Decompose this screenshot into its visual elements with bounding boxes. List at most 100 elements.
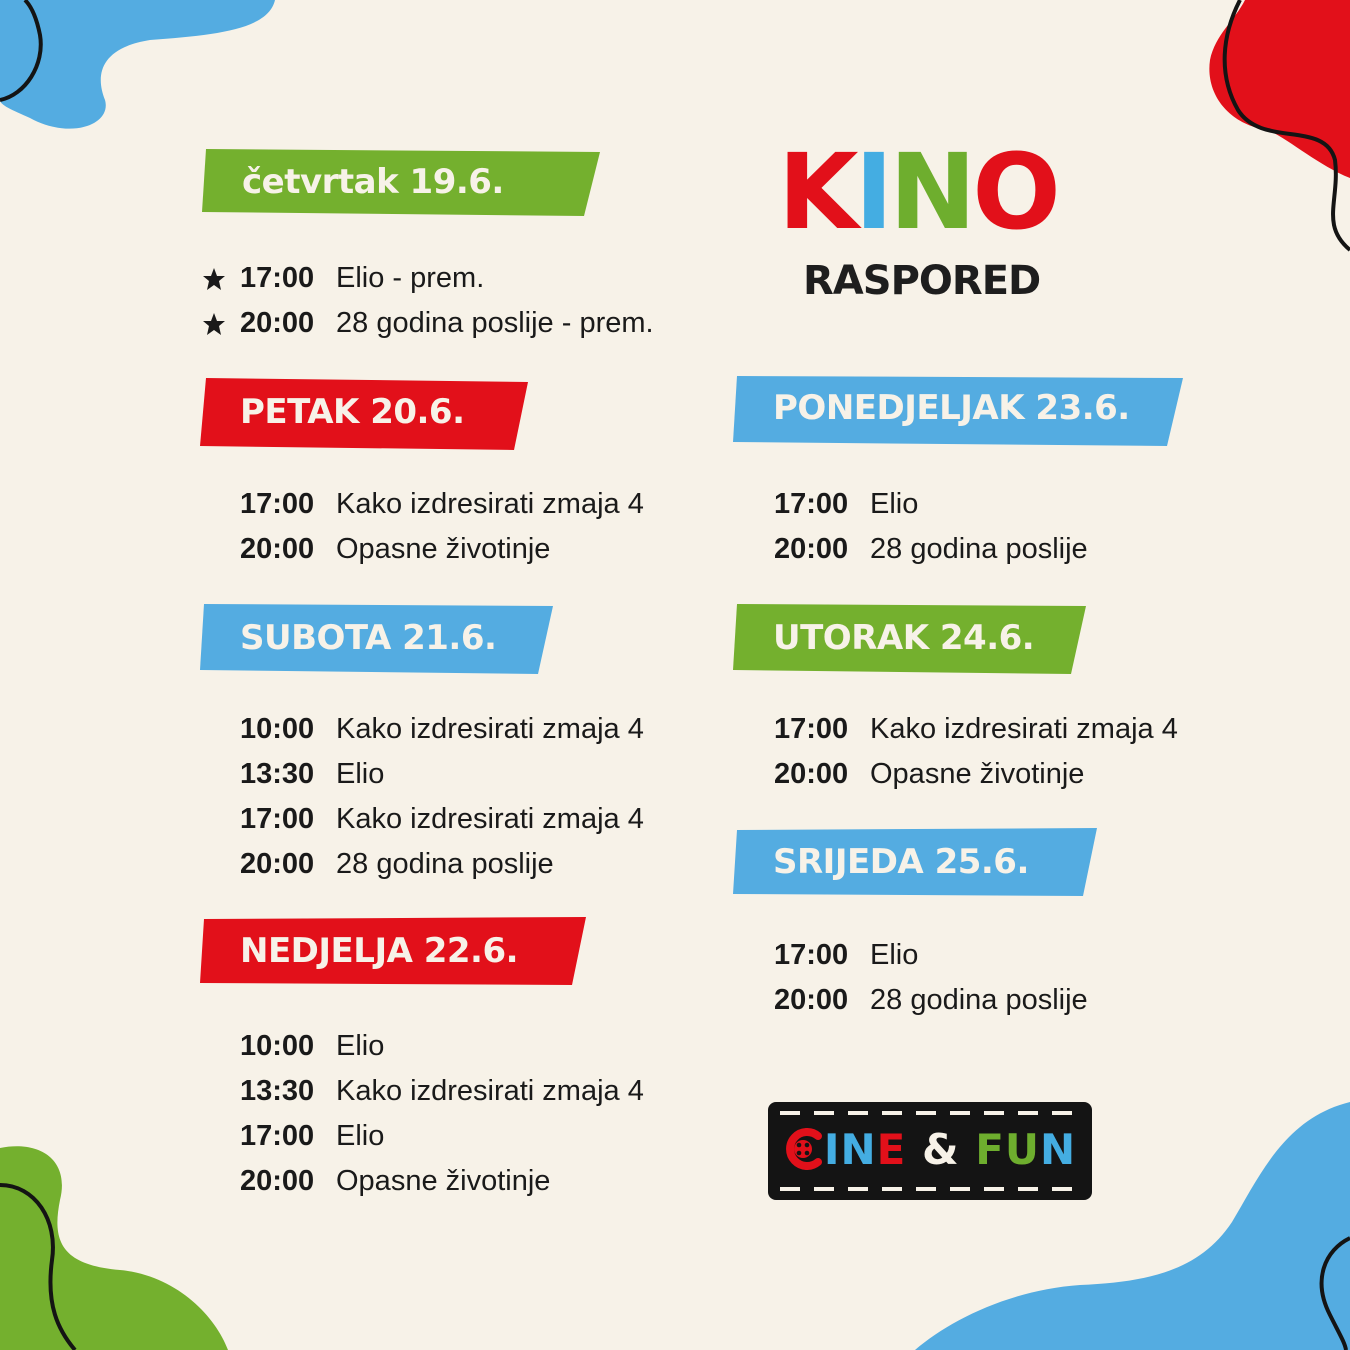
logo-part: FU xyxy=(975,1125,1040,1174)
show-time: 17:00 xyxy=(240,488,315,520)
show-time: 20:00 xyxy=(240,533,315,565)
show-title: Kako izdresirati zmaja 4 xyxy=(336,488,644,520)
day-label: PETAK 20.6. xyxy=(240,392,465,432)
day-banner-friday: PETAK 20.6. xyxy=(200,376,530,450)
day-label: SUBOTA 21.6. xyxy=(240,618,497,658)
film-perforation-bottom xyxy=(780,1187,1080,1191)
show-title: Kako izdresirati zmaja 4 xyxy=(336,1075,644,1107)
show-time: 10:00 xyxy=(240,713,315,745)
showtimes-monday: 17:00 Elio 20:00 28 godina poslije xyxy=(774,482,1088,572)
show-time: 17:00 xyxy=(774,713,849,745)
show-title: Opasne životinje xyxy=(336,1165,551,1197)
show-title: Elio xyxy=(336,758,385,790)
show-time: 20:00 xyxy=(240,848,315,880)
day-banner-wednesday: SRIJEDA 25.6. xyxy=(733,826,1099,898)
day-banner-thursday: četvrtak 19.6. xyxy=(202,146,602,218)
day-label: NEDJELJA 22.6. xyxy=(240,931,519,971)
logo-part: E xyxy=(876,1125,907,1174)
show-title: Elio xyxy=(870,488,919,520)
show-title: Opasne životinje xyxy=(336,533,551,565)
show-title: Elio - prem. xyxy=(336,262,485,294)
logo-part: N xyxy=(1040,1125,1077,1174)
banner-shape xyxy=(733,376,1183,446)
show-row: 20:00 Opasne životinje xyxy=(240,527,644,572)
blob-top-left xyxy=(0,0,275,129)
show-title: 28 godina poslije xyxy=(870,984,1088,1016)
show-time: 17:00 xyxy=(774,939,849,971)
banner-shape xyxy=(733,604,1086,674)
show-row: 20:00 28 godina poslije xyxy=(774,527,1088,572)
show-time: 17:00 xyxy=(240,803,315,835)
blob-bottom-left xyxy=(0,1146,228,1350)
show-title: Kako izdresirati zmaja 4 xyxy=(336,713,644,745)
kino-title: KINO xyxy=(778,140,1061,244)
show-title: 28 godina poslije - prem. xyxy=(336,307,654,339)
show-row: 17:00 Kako izdresirati zmaja 4 xyxy=(774,707,1178,752)
logo-part: IN xyxy=(823,1125,877,1174)
show-row: 17:00 Kako izdresirati zmaja 4 xyxy=(240,482,644,527)
show-time: 10:00 xyxy=(240,1030,315,1062)
show-time: 13:30 xyxy=(240,1075,315,1107)
banner-shape xyxy=(202,149,600,216)
show-title: Kako izdresirati zmaja 4 xyxy=(870,713,1178,745)
showtimes-saturday: 10:00 Kako izdresirati zmaja 4 13:30 Eli… xyxy=(240,707,644,887)
show-time: 20:00 xyxy=(774,533,849,565)
show-row: 20:00 28 godina poslije xyxy=(240,842,644,887)
day-banner-monday: PONEDJELJAK 23.6. xyxy=(733,372,1185,446)
show-title: Kako izdresirati zmaja 4 xyxy=(336,803,644,835)
show-time: 13:30 xyxy=(240,758,315,790)
showtimes-friday: 17:00 Kako izdresirati zmaja 4 20:00 Opa… xyxy=(240,482,644,572)
logo-part: & xyxy=(906,1125,976,1174)
show-title: 28 godina poslije xyxy=(870,533,1088,565)
showtimes-tuesday: 17:00 Kako izdresirati zmaja 4 20:00 Opa… xyxy=(774,707,1178,797)
title-letter: O xyxy=(972,131,1060,253)
show-row: 17:00 Elio xyxy=(240,1114,644,1159)
banner-shape xyxy=(733,828,1097,896)
show-row: 17:00 Elio xyxy=(774,933,1088,978)
star-icon xyxy=(202,267,240,291)
cine-and-fun-logo: INE & FUN xyxy=(768,1102,1092,1200)
show-row: 10:00 Kako izdresirati zmaja 4 xyxy=(240,707,644,752)
title-letter: I xyxy=(854,131,894,253)
showtimes-sunday: 10:00 Elio 13:30 Kako izdresirati zmaja … xyxy=(240,1024,644,1204)
show-row: 20:00 Opasne životinje xyxy=(774,752,1178,797)
blob-top-right xyxy=(1209,0,1350,178)
day-label: PONEDJELJAK 23.6. xyxy=(773,388,1130,428)
star-icon xyxy=(202,312,240,336)
show-title: Elio xyxy=(336,1120,385,1152)
day-banner-saturday: SUBOTA 21.6. xyxy=(200,602,555,674)
show-row: 20:00 28 godina poslije xyxy=(774,978,1088,1023)
show-time: 20:00 xyxy=(240,1165,315,1197)
show-title: 28 godina poslije xyxy=(336,848,554,880)
show-row: 17:00 Elio xyxy=(774,482,1088,527)
title-letter: N xyxy=(889,131,976,253)
showtimes-thursday: 17:00 Elio - prem. 20:00 28 godina posli… xyxy=(203,256,654,346)
show-time: 17:00 xyxy=(774,488,849,520)
day-banner-sunday: NEDJELJA 22.6. xyxy=(200,915,588,987)
show-row: 20:00 28 godina poslije - prem. xyxy=(203,301,654,346)
show-time: 17:00 xyxy=(240,262,315,294)
show-title: Elio xyxy=(870,939,919,971)
banner-shape xyxy=(200,604,553,674)
day-label: UTORAK 24.6. xyxy=(773,618,1035,658)
show-row: 13:30 Elio xyxy=(240,752,644,797)
show-row: 17:00 Kako izdresirati zmaja 4 xyxy=(240,797,644,842)
banner-shape xyxy=(200,378,528,450)
blob-bottom-right xyxy=(915,1102,1350,1350)
film-reel-icon xyxy=(784,1128,822,1180)
title-letter: K xyxy=(778,131,859,253)
film-perforation-top xyxy=(780,1111,1080,1115)
day-banner-tuesday: UTORAK 24.6. xyxy=(733,602,1088,674)
show-row: 10:00 Elio xyxy=(240,1024,644,1069)
showtimes-wednesday: 17:00 Elio 20:00 28 godina poslije xyxy=(774,933,1088,1023)
show-time: 20:00 xyxy=(774,758,849,790)
show-time: 17:00 xyxy=(240,1120,315,1152)
show-time: 20:00 xyxy=(774,984,849,1016)
page-subtitle: RASPORED xyxy=(803,258,1041,304)
show-row: 13:30 Kako izdresirati zmaja 4 xyxy=(240,1069,644,1114)
day-label: SRIJEDA 25.6. xyxy=(773,842,1029,882)
show-row: 17:00 Elio - prem. xyxy=(203,256,654,301)
logo-wordmark: INE & FUN xyxy=(768,1125,1092,1180)
show-title: Elio xyxy=(336,1030,385,1062)
